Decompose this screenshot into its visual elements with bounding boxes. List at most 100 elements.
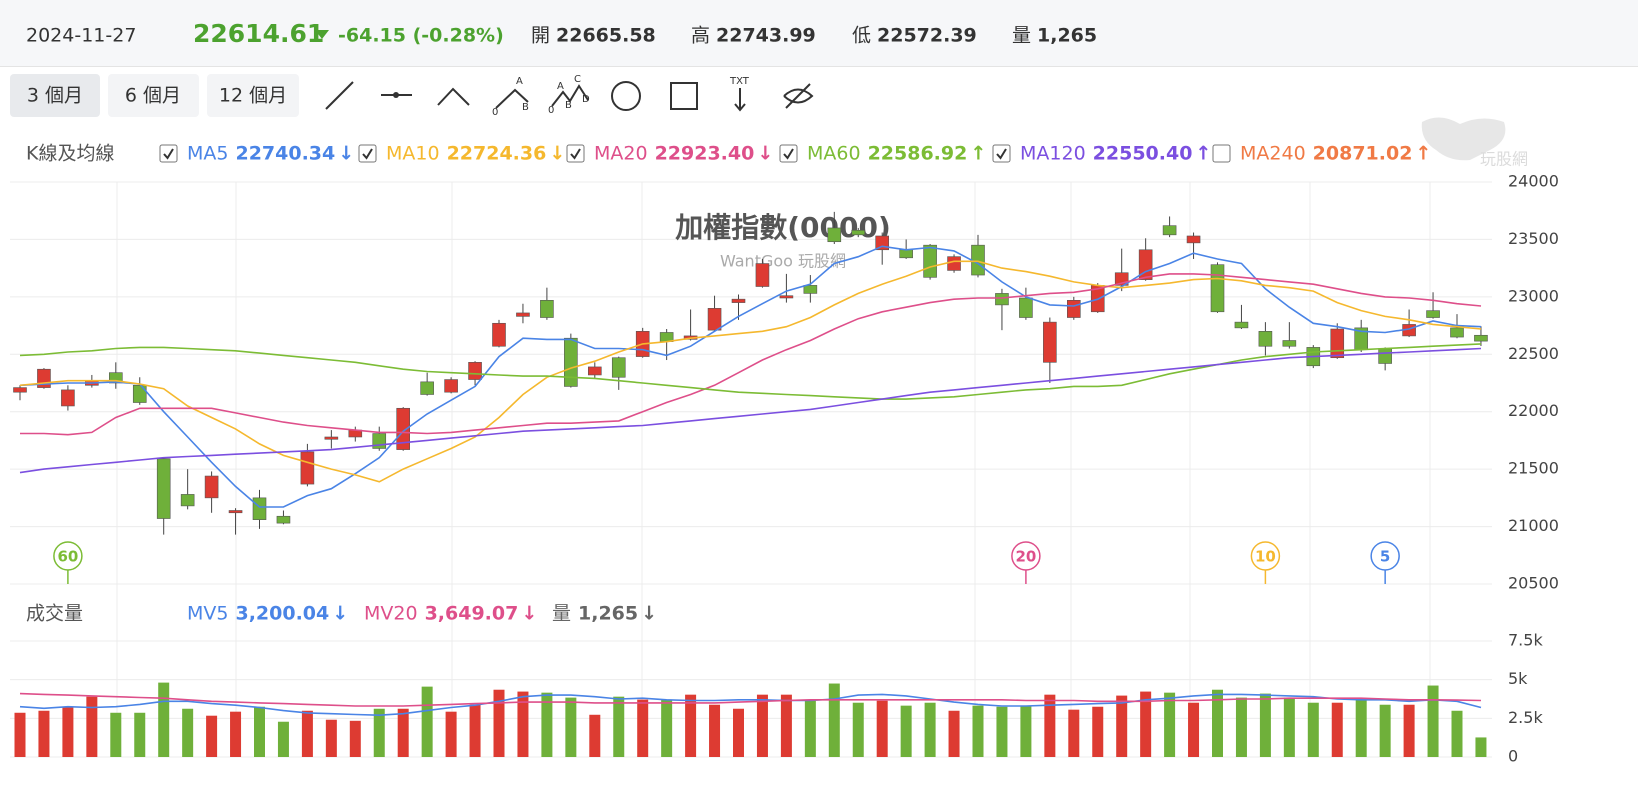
candle-body [755,263,770,287]
legend-name: 量 [552,603,571,625]
candle-body [971,244,985,276]
volume-bar [1451,710,1463,757]
range-button[interactable] [108,74,199,117]
volume-bar [948,710,960,757]
volume-bar [1403,704,1415,757]
volume-bar [14,712,26,757]
candle-body [899,249,913,259]
volume-bar [804,699,816,757]
legend-trend: ↑ [1415,143,1431,165]
candle-body [180,494,195,507]
volume-bar [86,696,98,757]
ma-line [20,273,1482,436]
volume-bar [158,682,170,757]
ma-line [19,347,1482,474]
logo-text: 玩股網 [1480,150,1528,169]
y-tick-label: 21000 [1508,516,1559,535]
circle-tool[interactable] [611,81,641,111]
legend-title: K線及均線 [26,143,114,165]
logo: 玩股網 [1421,117,1528,169]
legend-checkbox[interactable] [566,144,585,163]
legend-checkbox[interactable] [992,144,1011,163]
legend-trend: ↑ [1195,143,1211,165]
volume-bar [62,706,74,757]
angle-tool[interactable] [437,87,470,106]
candle-body [707,308,722,331]
y-tick-label: 24000 [1508,172,1559,191]
range-label[interactable]: 12 個月 [219,85,287,107]
legend-checkbox[interactable] [779,144,798,163]
candle-body [995,293,1009,306]
hide-tool[interactable] [783,83,814,109]
volume-bar [1068,709,1080,757]
legend-value: 3,200.04 [235,603,329,625]
range-label[interactable]: 6 個月 [125,85,181,107]
candle-body [1330,328,1345,359]
legend-value: 22724.36 [447,143,547,165]
y-tick-label: 23500 [1508,229,1559,248]
volume-bar [182,708,194,757]
tool-label: C [574,74,581,85]
legend-check [783,148,794,160]
volume-bar [1283,697,1295,757]
legend-trend: ↓ [521,603,537,625]
volume-bar [1092,706,1104,757]
volume-bar [733,708,744,757]
legend-name: MV20 [364,603,418,625]
range-button[interactable] [10,74,100,117]
volume-bar [38,710,50,757]
stat-value: 22665.58 [556,25,656,47]
volume-bar [589,714,601,757]
candle-body [492,322,506,347]
volume-bar [1020,705,1032,757]
volume-bar [301,710,313,757]
volume-bar [230,711,242,757]
candle-body [444,379,458,393]
tool-label: A [557,81,564,92]
legend-value: 1,265 [578,603,638,625]
stat-label: 高 [691,25,710,47]
legend-checkbox[interactable] [1212,144,1231,163]
volume-bar [1044,694,1056,757]
candle-body [611,357,626,378]
candle-body [540,300,554,318]
legend-trend: ↑ [970,143,986,165]
volume-bar [661,699,673,757]
legend-checkbox[interactable] [358,144,377,163]
abcd-tool[interactable] [551,84,589,107]
candle-body [1426,310,1440,318]
volume-bar [613,696,625,757]
volume-bar [421,686,433,757]
candle-body [1282,340,1297,347]
y-tick-label: 22500 [1508,344,1559,363]
candle-body [827,227,842,243]
legend-trend: ↓ [549,143,565,165]
tool-label: B [565,100,572,111]
legend-name: MA20 [594,143,648,165]
legend-trend: ↓ [332,603,348,625]
range-label[interactable]: 3 個月 [27,85,83,107]
candle-body [1138,249,1153,280]
legend-value: 22550.40 [1093,143,1193,165]
candle-body [1067,300,1081,318]
abc-tool[interactable] [495,88,529,109]
legend-checkbox[interactable] [159,144,178,163]
y-tick-label: 21500 [1508,459,1559,478]
legend-name: MA5 [187,143,228,165]
candle-body [1258,331,1273,347]
ma-marker-label: 60 [57,548,78,566]
volume-bar [1116,695,1128,757]
tool-label: TXT [729,76,750,87]
range-button[interactable] [207,74,299,117]
horizontal-line-dot [393,92,399,98]
candle-body [1186,235,1201,244]
legend-check [570,148,581,160]
candle-body [252,497,267,520]
volume-bar [828,683,840,757]
ma-line [19,693,1482,717]
ma-line [19,343,1482,400]
trend-line-tool[interactable] [325,81,354,110]
volume-bar [996,706,1008,757]
rect-tool[interactable] [670,82,698,110]
volume-bar [1235,697,1247,757]
